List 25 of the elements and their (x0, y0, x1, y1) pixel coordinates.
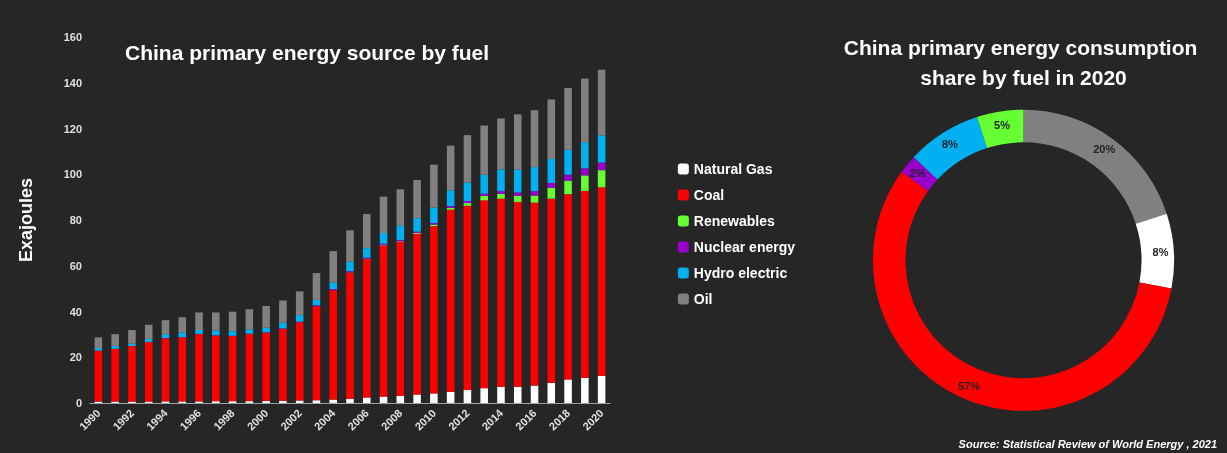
legend-label: Hydro electric (693, 265, 788, 281)
data-label: 57% (957, 380, 981, 393)
y-tick-label: 160 (63, 31, 82, 43)
data-label: 20% (1093, 143, 1116, 156)
y-tick-label: 100 (63, 168, 82, 181)
y-tick-label: 60 (69, 259, 82, 272)
y-tick-label: 140 (63, 76, 82, 89)
legend-label: Coal (693, 187, 725, 203)
data-label: 8% (1152, 245, 1169, 258)
y-tick-label: 20 (69, 351, 82, 364)
y-tick-label: 120 (63, 122, 82, 135)
data-label: 8% (941, 138, 959, 151)
legend-label: Renewables (693, 213, 775, 229)
y-tick-label: 0 (75, 397, 82, 409)
y-axis-title: Exajoules (16, 177, 36, 263)
legend-label: Oil (693, 291, 713, 307)
chart-title: China primary energy source by fuel (125, 41, 490, 64)
data-label: 5% (994, 118, 1011, 131)
chart-title: China primary energy consumption share by fuel in 2020 (843, 35, 1204, 89)
legend-label: Natural Gas (693, 161, 773, 177)
data-label: 2% (909, 166, 926, 179)
legend-label: Nuclear energy (693, 239, 796, 255)
source-note: Source: Statistical Review of World Energy , 2021 (958, 437, 1218, 450)
y-tick-label: 80 (69, 214, 82, 226)
y-tick-label: 40 (69, 305, 82, 318)
